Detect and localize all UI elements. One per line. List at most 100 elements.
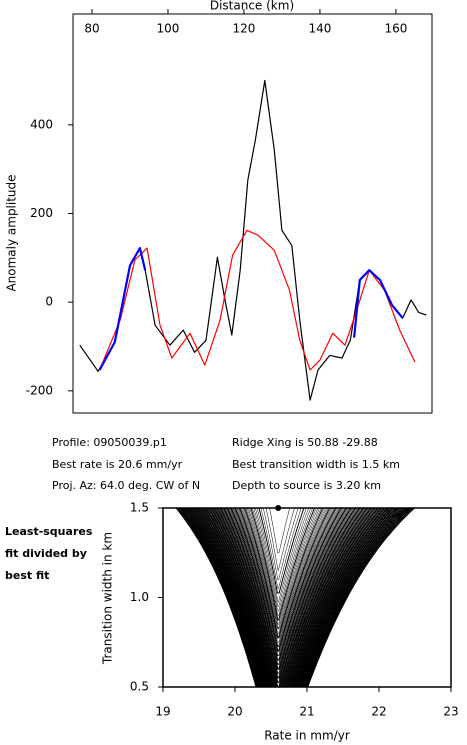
contour-line bbox=[245, 508, 322, 634]
contour-line bbox=[221, 508, 354, 687]
contour-line bbox=[195, 508, 389, 687]
contour-line bbox=[207, 508, 373, 687]
contour-line bbox=[190, 508, 396, 687]
contour-line bbox=[216, 508, 361, 687]
contour-line bbox=[188, 508, 397, 687]
contour-line bbox=[242, 508, 326, 643]
contour-line bbox=[226, 508, 347, 679]
series-line bbox=[79, 79, 427, 401]
contour-line bbox=[260, 508, 302, 589]
y-tick-label: 0 bbox=[45, 295, 53, 309]
side-label: fit divided by bbox=[5, 547, 87, 560]
contour-line bbox=[186, 508, 400, 687]
contour-line bbox=[189, 508, 397, 687]
contour-line bbox=[199, 508, 384, 687]
contour-line bbox=[204, 508, 377, 687]
contour-line bbox=[229, 508, 344, 674]
contour-line bbox=[223, 508, 352, 687]
contour-line bbox=[224, 508, 350, 683]
contour-line bbox=[255, 508, 309, 607]
contour-line bbox=[246, 508, 320, 630]
x-tick-label: 140 bbox=[308, 22, 331, 36]
x-tick-label: 20 bbox=[227, 705, 242, 719]
x-tick-label: 160 bbox=[384, 22, 407, 36]
series-line bbox=[98, 247, 404, 371]
contour-line bbox=[175, 508, 415, 687]
contour-line bbox=[190, 508, 395, 687]
contour-line bbox=[213, 508, 365, 687]
contour-line bbox=[178, 508, 411, 687]
contour-line bbox=[198, 508, 385, 687]
contour-line bbox=[182, 508, 406, 687]
contour-line bbox=[194, 508, 390, 687]
contour-line bbox=[205, 508, 375, 687]
contour-line bbox=[234, 508, 337, 661]
contour-line bbox=[193, 508, 392, 687]
contour-line bbox=[202, 508, 379, 687]
series-line bbox=[99, 229, 416, 371]
x-tick-label: 19 bbox=[155, 705, 170, 719]
contour-line bbox=[209, 508, 370, 687]
contour-line bbox=[240, 508, 329, 647]
contour-line bbox=[209, 508, 370, 687]
y-tick-label: 1.5 bbox=[130, 501, 149, 515]
y-tick-label: 200 bbox=[30, 206, 53, 220]
side-label: Least-squares bbox=[5, 525, 93, 538]
contour-line bbox=[188, 508, 398, 687]
x-tick-label: 23 bbox=[443, 705, 458, 719]
contour-line bbox=[197, 508, 386, 687]
contour-line bbox=[195, 508, 388, 687]
contour-line bbox=[201, 508, 381, 687]
contour-line bbox=[243, 508, 325, 639]
contour-line bbox=[195, 508, 389, 687]
contour-line bbox=[258, 508, 305, 594]
misfit-chart: Least-squares fit divided by best fit Ra… bbox=[5, 501, 459, 743]
note: Depth to source is 3.20 km bbox=[232, 479, 381, 492]
contour-line bbox=[202, 508, 379, 687]
contour-line bbox=[196, 508, 387, 687]
contour-line bbox=[184, 508, 403, 687]
contour-line bbox=[202, 508, 380, 687]
contour-line bbox=[215, 508, 362, 687]
contours bbox=[175, 508, 415, 687]
contour-line bbox=[215, 508, 363, 687]
contour-line bbox=[204, 508, 377, 687]
contour-line bbox=[219, 508, 356, 687]
x-tick-label: 80 bbox=[84, 22, 99, 36]
contour-line bbox=[269, 508, 290, 554]
contour-line bbox=[218, 508, 359, 687]
contour-line bbox=[230, 508, 342, 670]
y-tick-label: 400 bbox=[30, 117, 53, 131]
contour-line bbox=[265, 508, 295, 571]
contour-line bbox=[199, 508, 383, 687]
best-fit-point bbox=[275, 505, 282, 511]
contour-line bbox=[262, 508, 299, 580]
contour-line bbox=[186, 508, 401, 687]
y-axis-label: Anomaly amplitude bbox=[5, 174, 19, 291]
x-tick-label: 21 bbox=[299, 705, 314, 719]
contour-line bbox=[184, 508, 403, 687]
contour-line bbox=[236, 508, 334, 656]
contour-line bbox=[193, 508, 391, 687]
contour-line bbox=[212, 508, 366, 687]
note: Ridge Xing is 50.88 -29.88 bbox=[232, 436, 378, 449]
contour-line bbox=[188, 508, 399, 687]
note: Best rate is 20.6 mm/yr bbox=[52, 458, 183, 471]
contour-line bbox=[192, 508, 393, 687]
contour-line bbox=[212, 508, 367, 687]
contour-line bbox=[206, 508, 374, 687]
contour-line bbox=[197, 508, 386, 687]
contour-line bbox=[221, 508, 354, 687]
y-axis-label: Transition width in km bbox=[101, 532, 115, 665]
contour-line bbox=[222, 508, 353, 687]
contour-line bbox=[249, 508, 317, 625]
contour-line bbox=[191, 508, 394, 687]
notes: Profile: 09050039.p1 Best rate is 20.6 m… bbox=[52, 436, 400, 492]
contour-line bbox=[192, 508, 392, 687]
contour-line bbox=[250, 508, 316, 621]
side-label: best fit bbox=[5, 569, 49, 582]
contour-line bbox=[210, 508, 369, 687]
x-axis-label: Distance (km) bbox=[210, 0, 294, 13]
anomaly-chart: Distance (km) Anomaly amplitude 80 100 120… bbox=[5, 0, 433, 414]
